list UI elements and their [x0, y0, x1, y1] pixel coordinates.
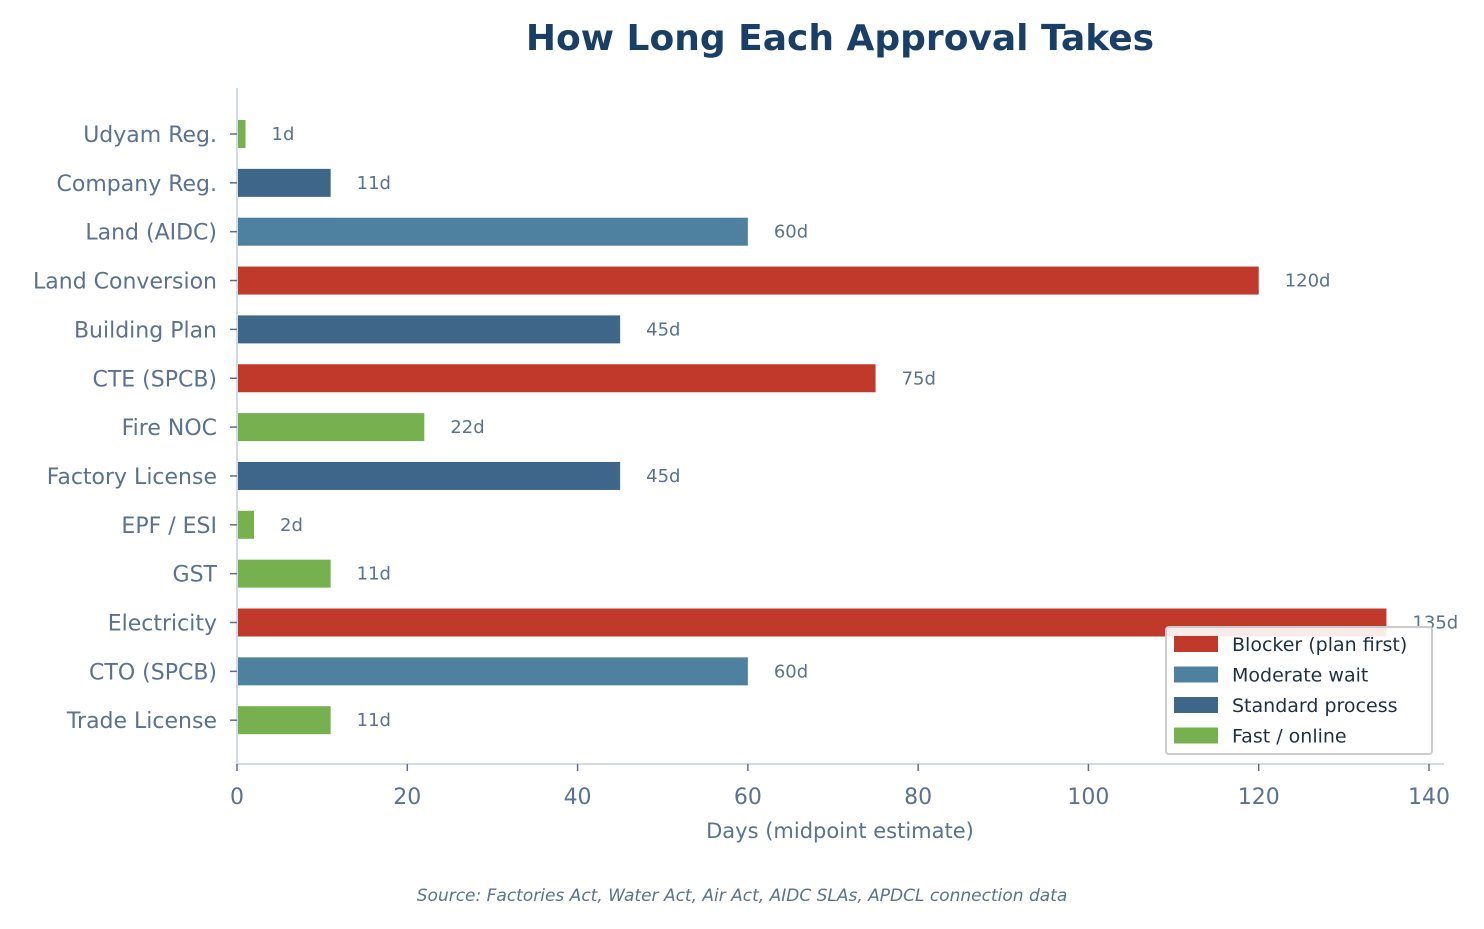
x-tick-label: 0	[230, 785, 244, 810]
y-tick-label: CTE (SPCB)	[92, 367, 217, 392]
legend-label: Standard process	[1232, 695, 1398, 717]
bar-value-label: 11d	[357, 710, 391, 731]
x-tick-label: 120	[1238, 785, 1280, 810]
bar	[238, 315, 621, 344]
source-note: Source: Factories Act, Water Act, Air Ac…	[417, 886, 1067, 906]
legend-label: Moderate wait	[1232, 665, 1368, 687]
legend-box	[1165, 626, 1433, 755]
bar	[238, 120, 246, 148]
bar-value-label: 75d	[902, 368, 936, 389]
y-tick-label: EPF / ESI	[121, 514, 217, 539]
y-tick-label: Land (AIDC)	[85, 221, 217, 246]
y-tick-label: Land Conversion	[33, 270, 217, 295]
bar	[238, 510, 255, 539]
bar	[238, 413, 425, 442]
legend-swatch	[1174, 697, 1218, 713]
legend-swatch	[1174, 636, 1218, 652]
chart-title: How Long Each Approval Takes	[526, 18, 1154, 59]
bar-value-label: 60d	[774, 222, 808, 243]
legend: Blocker (plan first) Moderate wait Standar…	[1165, 626, 1433, 755]
bar	[238, 706, 331, 735]
axes-layer: 0 20 40 60 80 100 120 140 Udyam Reg. Company Reg.…	[33, 88, 1450, 810]
bar-value-label: 11d	[357, 564, 391, 585]
y-tick-label: Electricity	[108, 612, 217, 637]
bar-value-label: 2d	[280, 515, 303, 536]
bar-value-label: 11d	[357, 173, 391, 194]
bar	[238, 364, 876, 393]
bar	[238, 657, 748, 686]
bar	[238, 461, 621, 490]
x-tick-label: 140	[1408, 785, 1450, 810]
legend-label: Blocker (plan first)	[1232, 634, 1407, 656]
bar-value-label: 60d	[774, 661, 808, 682]
y-tick-label: Udyam Reg.	[83, 123, 217, 148]
x-tick-label: 100	[1067, 785, 1109, 810]
bar	[238, 217, 748, 246]
y-tick-label: GST	[173, 563, 218, 588]
y-tick-label: Building Plan	[74, 318, 217, 343]
bar-value-label: 120d	[1285, 271, 1331, 292]
legend-swatch	[1174, 666, 1218, 683]
x-tick-label: 20	[393, 785, 421, 810]
bar-value-label: 1d	[272, 124, 295, 145]
y-tick-label: CTO (SPCB)	[89, 660, 217, 685]
y-tick-label: Fire NOC	[122, 416, 217, 441]
x-tick-label: 60	[734, 785, 762, 810]
legend-label: Fast / online	[1232, 726, 1347, 748]
bar-value-label: 45d	[646, 319, 680, 340]
bar	[238, 168, 331, 197]
bar	[238, 559, 331, 588]
x-axis-label: Days (midpoint estimate)	[706, 819, 974, 843]
x-tick-label: 40	[564, 785, 592, 810]
bar-value-label: 22d	[450, 417, 484, 438]
y-tick-label: Factory License	[47, 465, 217, 490]
x-tick-label: 80	[904, 785, 932, 810]
y-tick-label: Trade License	[66, 709, 217, 734]
bar	[238, 266, 1259, 295]
legend-swatch	[1174, 727, 1218, 744]
y-tick-label: Company Reg.	[57, 172, 217, 197]
bar-value-label: 45d	[646, 466, 680, 487]
